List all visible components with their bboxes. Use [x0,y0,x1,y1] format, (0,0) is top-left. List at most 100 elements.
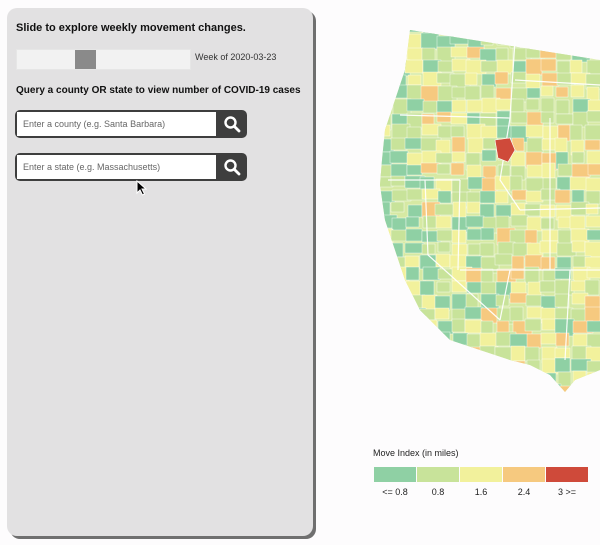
county-region[interactable] [422,215,438,229]
county-region[interactable] [496,21,514,34]
county-region[interactable] [453,397,465,400]
county-region[interactable] [377,372,391,389]
county-region[interactable] [525,98,540,111]
county-region[interactable] [465,398,481,400]
county-region[interactable] [378,308,399,321]
county-region[interactable] [554,347,571,359]
county-region[interactable] [556,385,574,397]
county-region[interactable] [525,371,542,384]
county-search-button[interactable] [216,110,247,138]
county-region[interactable] [362,100,376,116]
county-region[interactable] [466,228,484,241]
county-region[interactable] [437,190,452,204]
county-region[interactable] [363,373,382,388]
county-region[interactable] [360,61,378,77]
county-region[interactable] [375,334,391,347]
county-region[interactable] [481,149,497,162]
highlighted-county[interactable] [494,137,516,163]
county-region[interactable] [465,215,485,228]
county-region[interactable] [480,281,497,295]
county-region[interactable] [360,334,381,353]
county-region[interactable] [419,176,435,190]
county-region[interactable] [542,372,557,387]
county-region[interactable] [464,319,483,334]
county-region[interactable] [420,32,440,50]
county-region[interactable] [527,397,541,400]
county-region[interactable] [525,190,544,203]
county-region[interactable] [450,125,465,138]
county-region[interactable] [391,346,413,360]
county-region[interactable] [494,190,509,204]
county-region[interactable] [482,137,498,150]
week-slider[interactable] [16,49,191,70]
county-region[interactable] [525,124,544,138]
county-region[interactable] [510,214,529,227]
county-region[interactable] [494,386,513,400]
county-region[interactable] [451,178,471,195]
county-region[interactable] [585,215,600,228]
county-region[interactable] [554,35,570,50]
county-region[interactable] [435,347,452,365]
county-region[interactable] [362,387,377,400]
county-region[interactable] [541,162,556,179]
county-region[interactable] [360,86,376,101]
county-region[interactable] [524,34,542,49]
county-region[interactable] [554,293,570,308]
county-region[interactable] [361,344,382,361]
county-region[interactable] [526,216,543,232]
county-region[interactable] [540,58,557,72]
county-region[interactable] [361,293,382,306]
county-region[interactable] [464,306,484,320]
county-region[interactable] [361,34,373,46]
county-region[interactable] [360,218,378,229]
county-region[interactable] [510,268,525,280]
county-region[interactable] [586,35,600,50]
county-region[interactable] [362,280,381,295]
county-region[interactable] [451,318,466,333]
county-region[interactable] [526,384,545,400]
county-region[interactable] [480,358,498,375]
county-region[interactable] [540,97,555,114]
county-region[interactable] [434,307,450,320]
county-region[interactable] [391,370,406,385]
county-region[interactable] [390,175,406,187]
county-region[interactable] [451,151,466,163]
county-region[interactable] [555,332,570,347]
county-region[interactable] [420,162,440,174]
county-region[interactable] [571,240,586,253]
county-region[interactable] [393,399,412,400]
county-region[interactable] [452,21,468,33]
county-region[interactable] [421,385,436,400]
county-region[interactable] [585,203,599,215]
county-region[interactable] [509,306,524,322]
state-search-button[interactable] [216,153,247,181]
county-region[interactable] [509,360,526,376]
county-region[interactable] [555,21,573,35]
county-region[interactable] [377,124,391,137]
county-region[interactable] [360,72,377,85]
county-region[interactable] [390,229,408,242]
county-region[interactable] [361,204,378,215]
county-region[interactable] [363,162,382,180]
county-region[interactable] [569,215,586,230]
county-region[interactable] [554,307,574,320]
county-region[interactable] [449,32,470,45]
county-region[interactable] [569,59,583,74]
county-region[interactable] [526,359,541,377]
county-region[interactable] [376,35,394,52]
county-region[interactable] [584,139,600,151]
county-region[interactable] [391,47,408,62]
county-region[interactable] [570,32,585,45]
county-region[interactable] [377,99,391,113]
county-region[interactable] [376,241,393,257]
county-region[interactable] [406,319,425,335]
county-region[interactable] [479,345,496,362]
county-region[interactable] [436,331,451,349]
county-region[interactable] [406,399,419,400]
county-region[interactable] [464,72,478,86]
county-region[interactable] [540,111,555,124]
county-region[interactable] [389,21,409,37]
county-region[interactable] [377,358,393,373]
county-region[interactable] [449,371,469,389]
county-region[interactable] [407,74,422,86]
